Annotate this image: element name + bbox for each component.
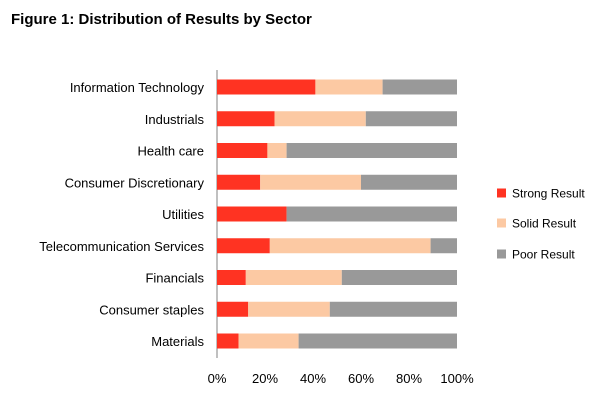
x-tick-label-3: 60%	[348, 371, 374, 386]
legend-swatch-poor-result	[497, 249, 506, 259]
bar-health-care-poor-result	[286, 143, 457, 158]
category-label-telecommunication-services: Telecommunication Services	[39, 239, 204, 254]
category-label-industrials: Industrials	[145, 112, 205, 127]
x-tick-label-4: 80%	[396, 371, 422, 386]
legend-label-strong-result: Strong Result	[512, 187, 585, 201]
bar-materials-solid-result	[238, 333, 299, 349]
x-tick-label-0: 0%	[208, 371, 227, 386]
category-labels: Information Technology Industrials Health …	[39, 80, 204, 349]
legend: Strong Result Solid Result Poor Result	[497, 187, 585, 262]
category-label-information-technology: Information Technology	[70, 80, 205, 95]
category-label-financials: Financials	[145, 271, 204, 286]
bar-utilities-poor-result	[286, 206, 457, 222]
bar-consumer-staples-poor-result	[329, 301, 457, 317]
x-tick-label-2: 40%	[300, 371, 326, 386]
bar-consumer-discretionary-solid-result	[260, 174, 361, 190]
bar-financials-solid-result	[245, 270, 342, 285]
category-label-consumer-staples: Consumer staples	[99, 302, 204, 317]
category-label-materials: Materials	[151, 334, 204, 349]
legend-swatch-strong-result	[497, 188, 506, 198]
bar-consumer-discretionary-poor-result	[361, 174, 457, 190]
legend-swatch-solid-result	[497, 218, 506, 228]
bar-health-care-strong-result	[217, 143, 268, 158]
bar-information-technology-poor-result	[382, 79, 457, 95]
bar-health-care-solid-result	[267, 143, 287, 158]
legend-label-poor-result: Poor Result	[512, 248, 575, 262]
category-label-consumer-discretionary: Consumer Discretionary	[65, 175, 205, 190]
legend-label-solid-result: Solid Result	[512, 217, 577, 231]
bar-consumer-staples-strong-result	[217, 301, 249, 317]
bar-materials-poor-result	[298, 333, 457, 349]
figure-title: Figure 1: Distribution of Results by Sec…	[11, 11, 312, 28]
bar-consumer-staples-solid-result	[248, 301, 330, 317]
bar-consumer-discretionary-strong-result	[217, 174, 261, 190]
category-label-health-care: Health care	[138, 144, 204, 159]
bar-information-technology-strong-result	[217, 79, 316, 95]
x-tick-label-5: 100%	[440, 371, 474, 386]
bar-information-technology-solid-result	[315, 79, 383, 95]
bar-telecommunication-services-solid-result	[269, 238, 431, 254]
bar-industrials-poor-result	[365, 111, 457, 127]
x-tick-label-1: 20%	[252, 371, 278, 386]
bar-financials-strong-result	[217, 270, 246, 285]
x-tick-labels: 0% 20% 40% 60% 80% 100%	[208, 371, 474, 386]
bar-materials-strong-result	[217, 333, 239, 349]
bar-telecommunication-services-strong-result	[217, 238, 270, 254]
bar-industrials-solid-result	[274, 111, 366, 127]
bar-utilities-strong-result	[217, 206, 287, 222]
bars-group	[217, 79, 457, 349]
bar-financials-poor-result	[341, 270, 457, 285]
category-label-utilities: Utilities	[162, 207, 204, 222]
bar-telecommunication-services-poor-result	[430, 238, 457, 254]
bar-industrials-strong-result	[217, 111, 275, 127]
